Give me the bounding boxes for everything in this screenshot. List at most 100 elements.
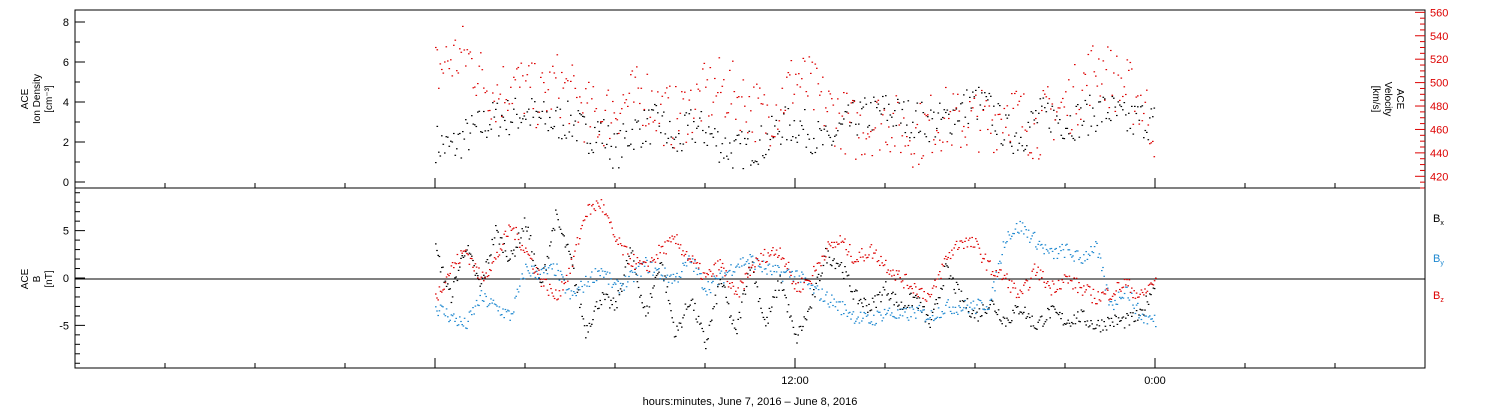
Bx-point <box>605 293 607 295</box>
velocity-point <box>820 91 823 93</box>
density-point <box>762 155 764 157</box>
By-point <box>588 285 591 287</box>
By-point <box>1032 232 1035 234</box>
By-point <box>643 265 646 267</box>
Bz-point <box>928 294 930 296</box>
Bx-point <box>677 329 679 331</box>
velocity-point <box>459 48 461 50</box>
By-point <box>1152 320 1155 322</box>
density-point <box>918 131 920 134</box>
density-point <box>816 147 818 149</box>
velocity-point <box>1135 96 1138 98</box>
By-point <box>843 313 845 315</box>
density-point <box>766 133 769 135</box>
Bz-point <box>921 287 923 290</box>
Bz-point <box>1095 303 1097 305</box>
velocity-point <box>1089 104 1091 106</box>
By-point <box>1105 284 1108 286</box>
Bz-point <box>483 280 485 282</box>
Bz-point <box>725 270 727 272</box>
density-point <box>930 109 932 111</box>
velocity-point <box>435 46 437 49</box>
Bz-point <box>1050 294 1053 296</box>
By-point <box>957 313 959 315</box>
Bz-point <box>958 247 960 249</box>
By-point <box>436 310 438 312</box>
velocity-point <box>880 123 883 125</box>
By-point <box>840 314 843 316</box>
By-point <box>767 264 769 266</box>
density-point <box>1012 152 1015 154</box>
velocity-point <box>1146 89 1148 91</box>
Bx-point <box>911 305 913 307</box>
density-point <box>583 116 586 118</box>
velocity-point <box>1066 114 1069 116</box>
Bz-point <box>1134 297 1137 299</box>
velocity-point <box>1020 95 1022 97</box>
Bz-point <box>615 240 617 242</box>
Bx-point <box>527 226 529 228</box>
By-point <box>635 267 637 269</box>
Bx-point <box>1131 315 1133 317</box>
Bx-point <box>1085 324 1087 326</box>
By-point <box>900 308 903 310</box>
Bx-point <box>825 247 827 250</box>
By-point <box>879 311 881 313</box>
density-point <box>709 133 712 135</box>
Bx-point <box>834 267 837 270</box>
Bx-point <box>1055 311 1057 313</box>
top-panel-points <box>435 25 1156 170</box>
x-tick-label: 12:00 <box>781 375 809 387</box>
Bx-point <box>1023 311 1025 313</box>
Bx-point <box>1128 324 1131 326</box>
By-point <box>985 306 988 308</box>
Bx-point <box>667 299 670 302</box>
Bx-point <box>1102 329 1104 331</box>
density-point <box>847 104 850 106</box>
velocity-point <box>792 102 794 104</box>
By-point <box>567 288 569 291</box>
density-point <box>952 109 955 111</box>
By-point <box>546 273 549 275</box>
velocity-point <box>582 112 584 114</box>
Bx-point <box>918 297 921 299</box>
Bx-point <box>898 304 900 306</box>
By-point <box>960 310 963 312</box>
By-point <box>732 271 735 273</box>
Bz-point <box>492 261 495 263</box>
Bz-point <box>1097 291 1099 293</box>
Bx-point <box>880 301 882 303</box>
Bz-point <box>1089 286 1091 288</box>
Bz-point <box>977 243 979 245</box>
Bx-point <box>515 246 517 248</box>
Bz-point <box>845 249 847 251</box>
Bx-point <box>641 302 643 304</box>
Bx-point <box>507 260 509 262</box>
velocity-point <box>799 86 802 88</box>
Bz-point <box>539 278 541 281</box>
velocity-point <box>1074 64 1076 66</box>
Bx-point <box>930 319 933 321</box>
Bz-point <box>780 258 783 260</box>
Bx-point <box>1097 319 1099 322</box>
By-point <box>1077 250 1079 252</box>
Bx-point <box>793 333 796 335</box>
density-point <box>1066 127 1069 129</box>
velocity-point <box>714 77 716 80</box>
Bx-point <box>789 316 791 318</box>
Bz-point <box>673 236 676 238</box>
density-tick-label: 8 <box>63 17 69 29</box>
Bx-point <box>460 257 462 259</box>
Bz-point <box>901 280 904 282</box>
Bz-point <box>1120 290 1122 292</box>
Bx-point <box>547 257 550 259</box>
velocity-tick-label: 460 <box>1430 124 1448 136</box>
velocity-point <box>1039 154 1042 156</box>
velocity-point <box>621 108 623 110</box>
density-point <box>802 128 805 130</box>
velocity-point <box>997 113 1000 116</box>
density-point <box>954 123 956 125</box>
velocity-point <box>1095 75 1097 77</box>
Bz-point <box>541 278 544 280</box>
Bx-point <box>766 316 768 318</box>
